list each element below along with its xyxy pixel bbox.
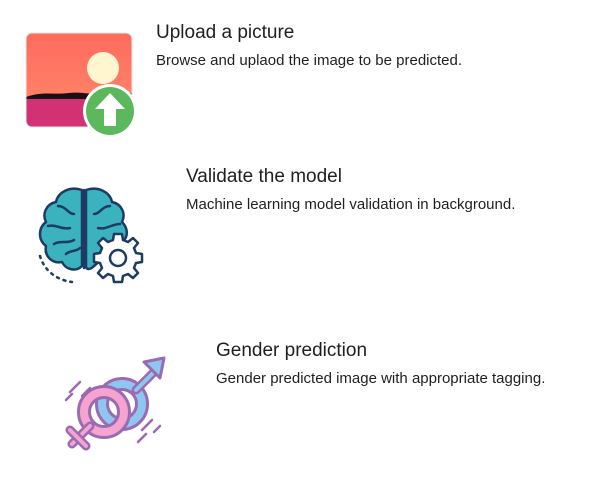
upload-picture-icon [25,32,137,138]
step-title: Validate the model [186,166,342,187]
step-description: Gender predicted image with appropriate … [216,370,546,387]
gender-symbols-icon [64,356,166,451]
step-description: Machine learning model validation in bac… [186,196,516,213]
step-title: Upload a picture [156,22,295,43]
step-description: Browse and uplaod the image to be predic… [156,52,463,69]
brain-gear-icon [38,187,144,284]
step-title: Gender prediction [216,340,368,361]
